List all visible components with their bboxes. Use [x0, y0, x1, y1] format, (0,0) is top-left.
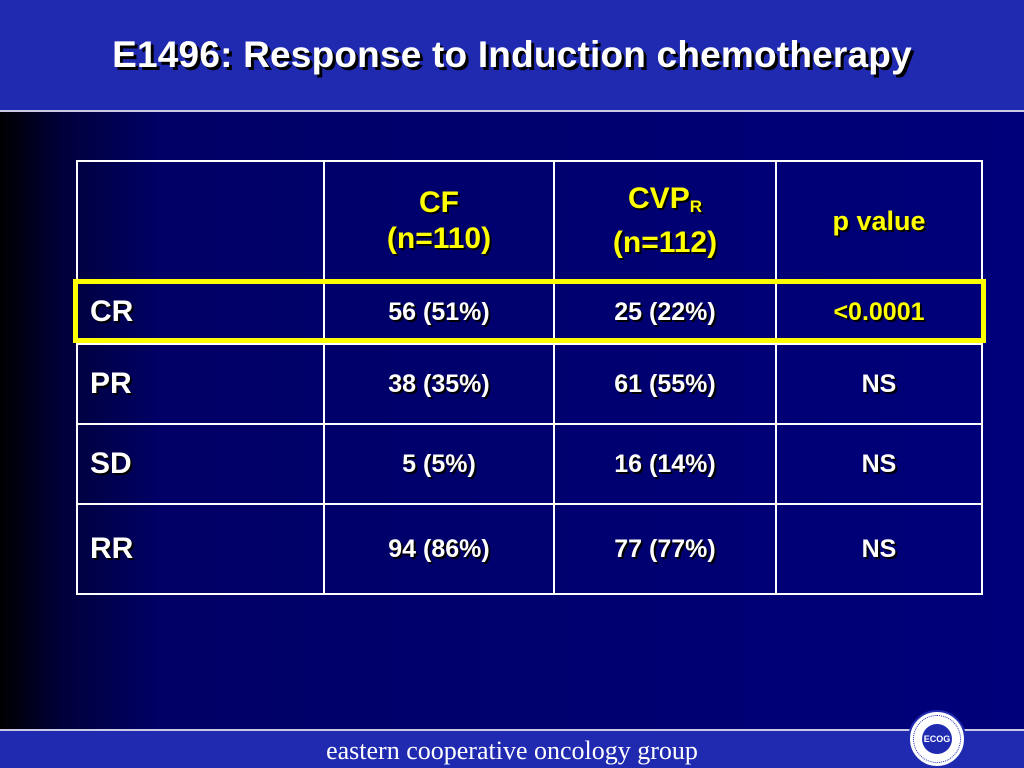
row-label-sd: SD [90, 447, 132, 480]
row-label-rr: RR [90, 532, 134, 565]
header-p-value: p value [832, 205, 926, 236]
header-cvpr-name: CVP [628, 181, 690, 215]
sd-p-value: NS [861, 449, 897, 478]
title-bar: E1496: Response to Induction chemotherap… [0, 0, 1024, 112]
header-cvpr: CVPR (n=112) [555, 162, 775, 279]
row-label-cr: CR [90, 295, 134, 328]
logo-ring [913, 715, 961, 763]
footer-bar: eastern cooperative oncology group [0, 729, 1024, 768]
cr-p-value: <0.0001 [833, 297, 925, 326]
table-divider [323, 162, 325, 593]
rr-p-value: NS [861, 534, 897, 563]
sd-cvpr-value: 16 (14%) [614, 449, 716, 478]
header-cvpr-n: (n=112) [612, 225, 718, 259]
response-table: CF (n=110) CVPR (n=112) p value CR 56 (5… [76, 160, 983, 595]
header-cf: CF (n=110) [325, 162, 553, 279]
header-cf-name: CF [419, 185, 459, 219]
logo-text: ECOG [923, 734, 951, 744]
header-cvpr-name-line: CVPR [628, 181, 702, 225]
header-cf-n: (n=110) [386, 221, 492, 255]
header-cvpr-subscript: R [689, 196, 702, 216]
table-divider [78, 503, 981, 505]
rr-cvpr-value: 77 (77%) [614, 534, 716, 563]
pr-cvpr-value: 61 (55%) [614, 369, 716, 398]
slide-title: E1496: Response to Induction chemotherap… [112, 34, 912, 75]
pr-p-value: NS [861, 369, 897, 398]
pr-cf-value: 38 (35%) [388, 369, 490, 398]
row-label-pr: PR [90, 367, 132, 400]
table-divider [78, 423, 981, 425]
cr-row-highlight-box [73, 279, 986, 343]
table-divider [78, 343, 981, 345]
table-divider [775, 162, 777, 593]
rr-cf-value: 94 (86%) [388, 534, 490, 563]
cr-cf-value: 56 (51%) [388, 297, 490, 326]
ecog-logo: ECOG [908, 710, 966, 768]
table-divider [553, 162, 555, 593]
footer-text: eastern cooperative oncology group [326, 736, 698, 765]
sd-cf-value: 5 (5%) [402, 449, 476, 478]
cr-cvpr-value: 25 (22%) [614, 297, 716, 326]
logo-center: ECOG [922, 724, 952, 754]
